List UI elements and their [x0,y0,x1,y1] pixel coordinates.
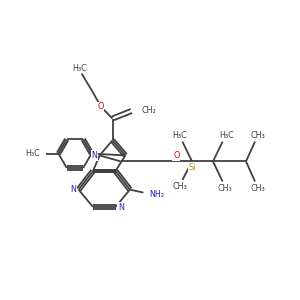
Text: O: O [97,102,104,111]
Text: CH₃: CH₃ [250,184,265,193]
Text: N: N [91,151,97,160]
Text: Si: Si [188,163,196,172]
Text: CH₃: CH₃ [218,184,232,193]
Text: NH₂: NH₂ [149,190,164,199]
Text: H₃C: H₃C [219,130,234,140]
Text: H₃C: H₃C [73,64,88,73]
Text: H₃C: H₃C [25,149,40,158]
Text: N: N [118,202,124,211]
Text: N: N [70,185,76,194]
Text: H₃C: H₃C [172,130,188,140]
Text: CH₃: CH₃ [172,182,188,191]
Text: CH₃: CH₃ [250,130,265,140]
Text: CH₂: CH₂ [142,106,157,115]
Text: O: O [173,151,180,160]
